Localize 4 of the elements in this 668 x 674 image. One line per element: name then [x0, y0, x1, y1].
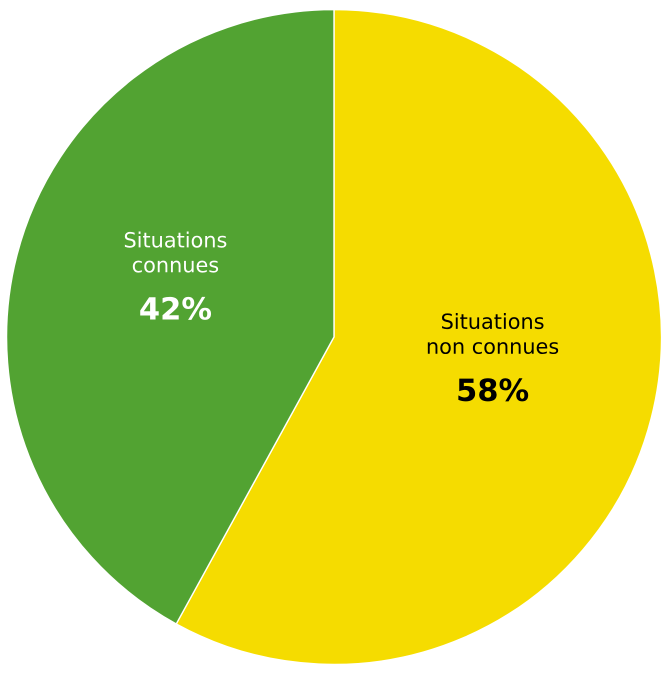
- data-label: 58%: [458, 378, 528, 402]
- slice-label: Situations connues: [124, 232, 226, 273]
- slice-label: Situations non connues: [428, 312, 558, 354]
- data-label: 42%: [140, 296, 212, 320]
